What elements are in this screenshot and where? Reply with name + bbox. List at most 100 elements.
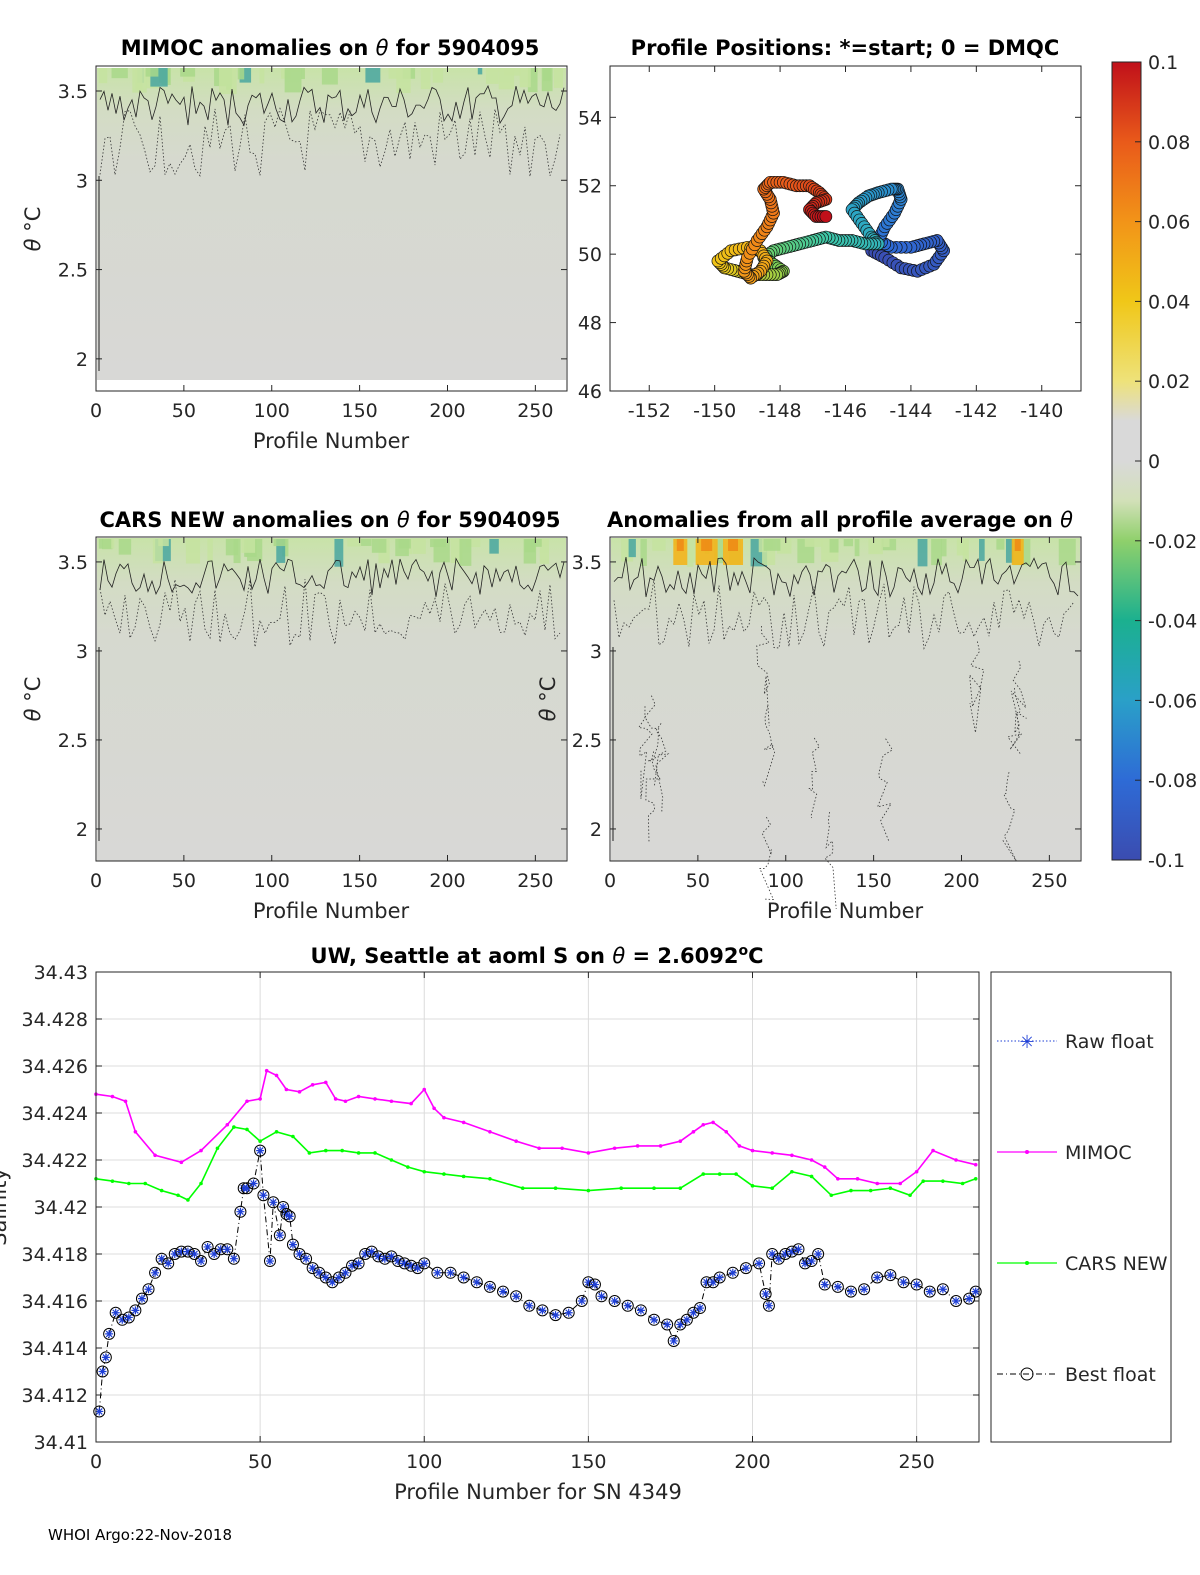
anomaly-patch <box>98 539 112 549</box>
mimoc-line-marker <box>790 1153 794 1158</box>
mimoc-line-marker <box>422 1087 427 1092</box>
y-axis-label: Salinity <box>0 1168 11 1246</box>
x-tick-label: 50 <box>172 870 196 892</box>
best-float-marker <box>234 1205 247 1218</box>
mimoc-line-marker <box>560 1146 564 1151</box>
anomaly-patch <box>686 539 694 567</box>
zero-contour <box>99 84 565 127</box>
raw-float-marker <box>755 1259 764 1268</box>
anomaly-patch <box>237 68 245 80</box>
raw-float-marker <box>354 1259 363 1268</box>
raw-float-marker <box>525 1301 534 1310</box>
best-float-marker <box>457 1271 470 1284</box>
float-track <box>711 175 950 285</box>
legend-label: Raw float <box>1065 1031 1154 1053</box>
best-float-marker <box>418 1257 431 1270</box>
x-tick-label: 150 <box>570 1451 606 1473</box>
axes-frame <box>95 65 568 392</box>
raw-float-marker <box>275 1231 284 1240</box>
anomaly-patch <box>1058 539 1076 566</box>
x-tick-label: 250 <box>898 1451 934 1473</box>
raw-float-marker <box>669 1336 678 1345</box>
anomaly-patch <box>854 539 860 557</box>
anomaly-patch <box>524 539 536 553</box>
raw-float-marker <box>787 1247 796 1256</box>
y-tick-label: 3.5 <box>58 81 88 103</box>
x-tick-label: 100 <box>768 870 804 892</box>
y-tick-label: 34.412 <box>22 1385 88 1407</box>
anomaly-patch <box>207 539 213 562</box>
x-tick-label: 200 <box>429 870 465 892</box>
small-contour <box>644 695 660 787</box>
raw-float-marker <box>650 1315 659 1324</box>
y-tick-label: 34.41 <box>34 1432 88 1454</box>
small-contour <box>1001 772 1017 862</box>
raw-float-marker <box>308 1264 317 1273</box>
x-axis-label: Profile Number for SN 4349 <box>394 1480 682 1504</box>
raw-float-marker <box>682 1315 691 1324</box>
cars-new-line-marker <box>973 1177 978 1181</box>
best-float-marker <box>391 1255 404 1268</box>
legend-box <box>990 971 1172 1443</box>
best-float-marker <box>365 1245 378 1258</box>
best-float-marker <box>483 1280 496 1293</box>
cars-new-line-marker <box>373 1151 377 1155</box>
panel-title: MIMOC anomalies on θ for 5904095 <box>121 36 540 60</box>
raw-float-marker <box>374 1252 383 1261</box>
anomaly-patch <box>273 539 287 547</box>
mimoc-line-marker <box>537 1146 541 1151</box>
raw-float-marker <box>597 1292 606 1301</box>
mimoc-line-marker <box>258 1097 262 1101</box>
negative-contour <box>613 579 1075 650</box>
x-tick-label: -150 <box>693 400 736 422</box>
raw-float-marker <box>315 1268 324 1277</box>
anomaly-patch <box>489 539 499 554</box>
raw-float-marker <box>223 1245 232 1254</box>
best-float-marker <box>352 1257 365 1270</box>
raw-float-marker <box>387 1252 396 1261</box>
best-float-marker <box>372 1250 385 1263</box>
raw-float-marker <box>584 1278 593 1287</box>
raw-float-marker <box>768 1250 777 1258</box>
anomaly-patch <box>219 68 237 95</box>
anomaly-patch <box>371 539 387 553</box>
best-float-marker <box>116 1313 129 1326</box>
warm-anomaly-core <box>676 539 684 551</box>
y-tick-label: 2 <box>590 819 602 841</box>
raw-float-marker <box>459 1273 468 1282</box>
anomaly-patch <box>334 539 344 567</box>
anomaly-patch <box>628 539 636 558</box>
raw-float-marker <box>899 1278 908 1287</box>
best-float-marker <box>99 1351 112 1364</box>
raw-float-marker <box>367 1247 376 1256</box>
panel-title: Anomalies from all profile average on θ <box>607 508 1073 532</box>
anomaly-patch <box>276 539 286 563</box>
raw-float-marker <box>485 1282 494 1291</box>
best-float-marker <box>759 1287 772 1300</box>
anomaly-patch <box>300 68 305 80</box>
best-float-marker <box>779 1248 792 1260</box>
best-float-marker <box>103 1327 116 1340</box>
anomaly-patch <box>398 539 411 549</box>
cars-new-line-marker <box>176 1193 180 1198</box>
series-lines <box>93 1068 982 1418</box>
legend-marker-raw-float: ✳ <box>1019 1032 1034 1053</box>
mimoc-line-marker <box>488 1130 492 1134</box>
anomaly-patch <box>347 539 362 547</box>
cars-new-line <box>95 1126 976 1201</box>
y-tick-label: 2.5 <box>58 260 88 282</box>
anomaly-field <box>611 538 1080 861</box>
anomaly-patch <box>388 68 403 79</box>
small-contour <box>876 738 893 841</box>
x-tick-label: 0 <box>90 870 102 892</box>
raw-float-marker <box>380 1254 389 1263</box>
anomaly-patch <box>962 539 969 562</box>
best-float-marker <box>188 1248 201 1260</box>
best-float-marker <box>766 1248 779 1260</box>
anomaly-patch <box>459 539 472 566</box>
anomaly-patch <box>111 68 128 79</box>
best-float-marker <box>122 1311 135 1324</box>
raw-float-marker <box>361 1250 370 1258</box>
best-float-marker <box>693 1302 706 1315</box>
legend-marker <box>1025 1150 1029 1154</box>
